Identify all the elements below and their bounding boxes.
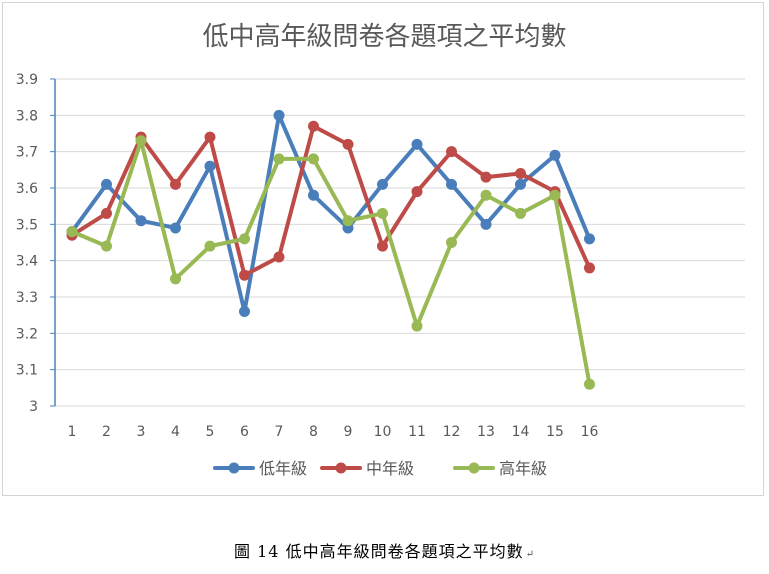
caption-text: 圖 14 低中高年級問卷各題項之平均數 xyxy=(234,542,524,561)
data-point xyxy=(135,215,147,227)
data-point xyxy=(204,131,216,143)
data-point xyxy=(515,178,526,190)
data-point xyxy=(273,109,285,121)
data-point xyxy=(411,186,423,198)
y-tick-label: 3.2 xyxy=(16,326,38,342)
x-tick-label: 7 xyxy=(275,424,284,440)
x-tick-label: 15 xyxy=(546,424,564,440)
data-point xyxy=(170,222,181,234)
figure-caption: 圖 14 低中高年級問卷各題項之平均數 ↵ xyxy=(0,538,769,562)
data-point xyxy=(584,378,595,390)
data-point xyxy=(170,178,181,190)
data-point xyxy=(549,189,561,201)
data-point xyxy=(239,233,250,245)
legend-label: 高年級 xyxy=(499,459,547,478)
x-tick-label: 10 xyxy=(374,424,392,440)
data-point xyxy=(101,178,112,190)
legend-swatch-marker xyxy=(228,462,240,474)
series-line xyxy=(70,138,592,387)
data-point xyxy=(515,207,526,219)
data-point xyxy=(480,218,492,230)
data-point xyxy=(170,273,181,285)
data-point xyxy=(308,153,319,165)
data-point xyxy=(584,233,595,245)
series-line xyxy=(70,124,592,278)
data-point xyxy=(66,226,78,238)
x-tick-label: 9 xyxy=(344,424,353,440)
x-tick-label: 16 xyxy=(581,424,599,440)
y-tick-label: 3 xyxy=(29,399,38,415)
data-point xyxy=(308,189,319,201)
data-point xyxy=(239,269,250,281)
data-point xyxy=(549,149,561,161)
x-tick-label: 5 xyxy=(206,424,215,440)
legend-entry: 高年級 xyxy=(453,459,547,478)
y-tick-label: 3.3 xyxy=(16,290,38,306)
legend-label: 中年級 xyxy=(366,459,414,478)
series-2 xyxy=(66,120,595,281)
y-tick-label: 3.4 xyxy=(16,254,38,270)
y-tick-label: 3.5 xyxy=(16,217,38,233)
axes xyxy=(50,78,56,407)
data-point xyxy=(411,138,423,150)
chart-title: 低中高年級問卷各題項之平均數 xyxy=(202,22,567,52)
legend-swatch-marker xyxy=(335,462,347,474)
data-point xyxy=(377,178,388,190)
data-point xyxy=(446,178,457,190)
x-tick-label: 13 xyxy=(477,424,495,440)
data-point xyxy=(377,240,388,252)
y-tick-label: 3.6 xyxy=(16,181,38,197)
data-point xyxy=(480,189,492,201)
legend-entry: 中年級 xyxy=(320,459,414,478)
data-point xyxy=(308,120,319,132)
data-point xyxy=(204,240,216,252)
data-point xyxy=(515,167,526,179)
x-tick-label: 1 xyxy=(68,424,77,440)
data-point xyxy=(239,306,250,318)
legend-entry: 低年級 xyxy=(213,459,307,478)
legend-label: 低年級 xyxy=(259,459,307,478)
data-point xyxy=(101,207,112,219)
x-tick-label: 2 xyxy=(102,424,111,440)
data-point xyxy=(204,160,216,172)
y-tick-label: 3.9 xyxy=(16,72,38,88)
data-point xyxy=(377,207,388,219)
data-point xyxy=(342,138,354,150)
x-tick-label: 14 xyxy=(512,424,530,440)
data-point xyxy=(446,146,457,158)
data-point xyxy=(584,262,595,274)
legend: 低年級 中年級 高年級 xyxy=(213,459,547,478)
data-point xyxy=(273,153,285,165)
data-point xyxy=(446,237,457,248)
x-tick-label: 11 xyxy=(408,424,426,440)
series xyxy=(66,109,595,390)
data-point xyxy=(135,135,147,147)
x-tick-labels: 1 2 3 4 5 6 7 8 9 10 11 12 13 14 15 16 xyxy=(68,424,599,440)
series-line xyxy=(70,113,592,314)
series-3 xyxy=(66,135,595,390)
y-tick-label: 3.7 xyxy=(16,145,38,161)
data-point xyxy=(342,215,354,227)
y-tick-label: 3.8 xyxy=(16,108,38,124)
x-tick-label: 4 xyxy=(171,424,180,440)
data-point xyxy=(480,171,492,183)
y-tick-labels: 3 3.1 3.2 3.3 3.4 3.5 3.6 3.7 3.8 3.9 xyxy=(16,72,38,415)
gridlines xyxy=(55,78,745,407)
data-point xyxy=(101,240,112,252)
y-tick-label: 3.1 xyxy=(16,363,38,379)
paragraph-mark: ↵ xyxy=(525,549,535,560)
x-tick-label: 12 xyxy=(443,424,461,440)
x-tick-label: 6 xyxy=(240,424,249,440)
x-tick-label: 8 xyxy=(309,424,318,440)
legend-swatch-marker xyxy=(468,462,480,474)
data-point xyxy=(273,251,285,263)
x-tick-label: 3 xyxy=(137,424,146,440)
data-point xyxy=(411,320,423,332)
